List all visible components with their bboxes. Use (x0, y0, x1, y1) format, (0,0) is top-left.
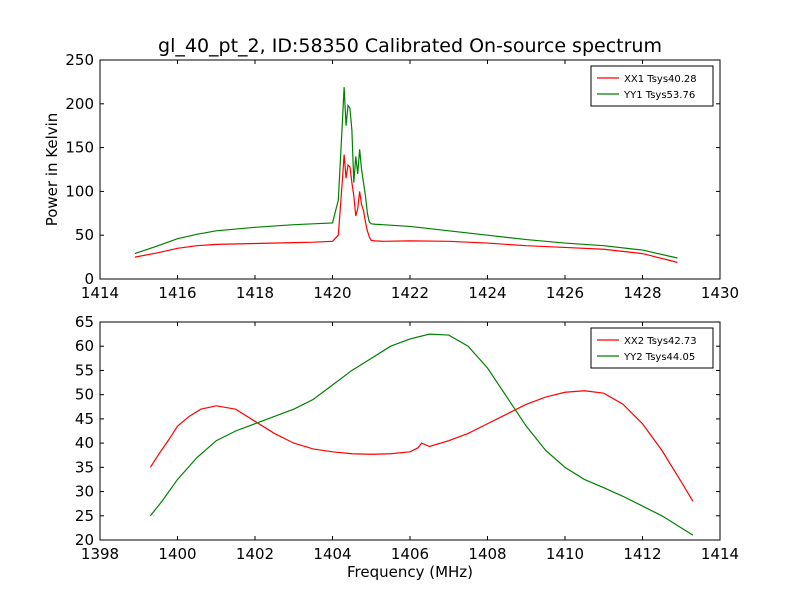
top-y-tick-label: 0 (84, 270, 94, 288)
bottom-legend: XX2 Tsys42.73 YY2 Tsys44.05 (590, 327, 714, 369)
bottom-legend-box (590, 327, 714, 369)
top-y-tick-label: 100 (65, 182, 94, 200)
top-legend-box (590, 65, 714, 107)
top-x-tick-label: 1416 (158, 284, 196, 302)
top-legend-label: YY1 Tsys53.76 (623, 90, 695, 101)
bottom-x-tick-label: 1412 (623, 545, 661, 563)
top-x-tick-label: 1414 (81, 284, 119, 302)
bottom-x-tick-label: 1414 (701, 545, 739, 563)
bottom-y-tick-label: 20 (75, 531, 94, 549)
top-y-tick-label: 50 (75, 226, 94, 244)
bottom-series-line-yy2 (149, 333, 694, 536)
bottom-x-tick-label: 1406 (391, 545, 429, 563)
top-x-tick-label: 1418 (236, 284, 274, 302)
top-legend: XX1 Tsys40.28 YY1 Tsys53.76 (590, 65, 714, 107)
bottom-x-tick-label: 1404 (313, 545, 351, 563)
bottom-x-tick-label: 1400 (158, 545, 196, 563)
bottom-legend-label: YY2 Tsys44.05 (623, 352, 695, 363)
top-y-tick-label: 200 (65, 95, 94, 113)
top-x-tick-label: 1426 (546, 284, 584, 302)
top-panel: 1414 1416 1418 1420 1422 1424 1426 1428 1430 0 50 1… (65, 51, 739, 302)
bottom-panel: 1398 1400 1402 1404 1406 1408 1410 1412 1414 20 25… (75, 313, 739, 563)
bottom-x-tick-label: 1410 (546, 545, 584, 563)
top-y-axis-label: Power in Kelvin (43, 113, 61, 227)
top-legend-label: XX1 Tsys40.28 (624, 74, 697, 85)
bottom-x-tick-label: 1408 (468, 545, 506, 563)
bottom-x-tick-label: 1402 (236, 545, 274, 563)
bottom-legend-label: XX2 Tsys42.73 (624, 336, 697, 347)
top-y-tick-label: 150 (65, 139, 94, 157)
bottom-y-tick-label: 60 (75, 337, 94, 355)
top-y-tick-label: 250 (65, 51, 94, 69)
top-x-tick-label: 1430 (701, 284, 739, 302)
top-x-tick-label: 1422 (391, 284, 429, 302)
top-series-line-yy1 (134, 87, 678, 259)
bottom-y-tick-label: 45 (75, 410, 94, 428)
bottom-y-tick-label: 40 (75, 434, 94, 452)
bottom-y-tick-label: 30 (75, 483, 94, 501)
bottom-y-tick-label: 65 (75, 313, 94, 331)
top-x-tick-label: 1424 (468, 284, 506, 302)
bottom-series-line-xx2 (149, 390, 694, 502)
bottom-x-tick-label: 1398 (81, 545, 119, 563)
top-x-tick-label: 1428 (623, 284, 661, 302)
top-x-tick-label: 1420 (313, 284, 351, 302)
bottom-y-tick-label: 25 (75, 507, 94, 525)
chart-title: gl_40_pt_2, ID:58350 Calibrated On-sourc… (158, 35, 662, 57)
bottom-x-axis-label: Frequency (MHz) (347, 563, 473, 581)
top-series-line-xx1 (134, 154, 678, 263)
bottom-y-tick-label: 35 (75, 458, 94, 476)
bottom-y-tick-label: 55 (75, 361, 94, 379)
bottom-y-tick-label: 50 (75, 386, 94, 404)
